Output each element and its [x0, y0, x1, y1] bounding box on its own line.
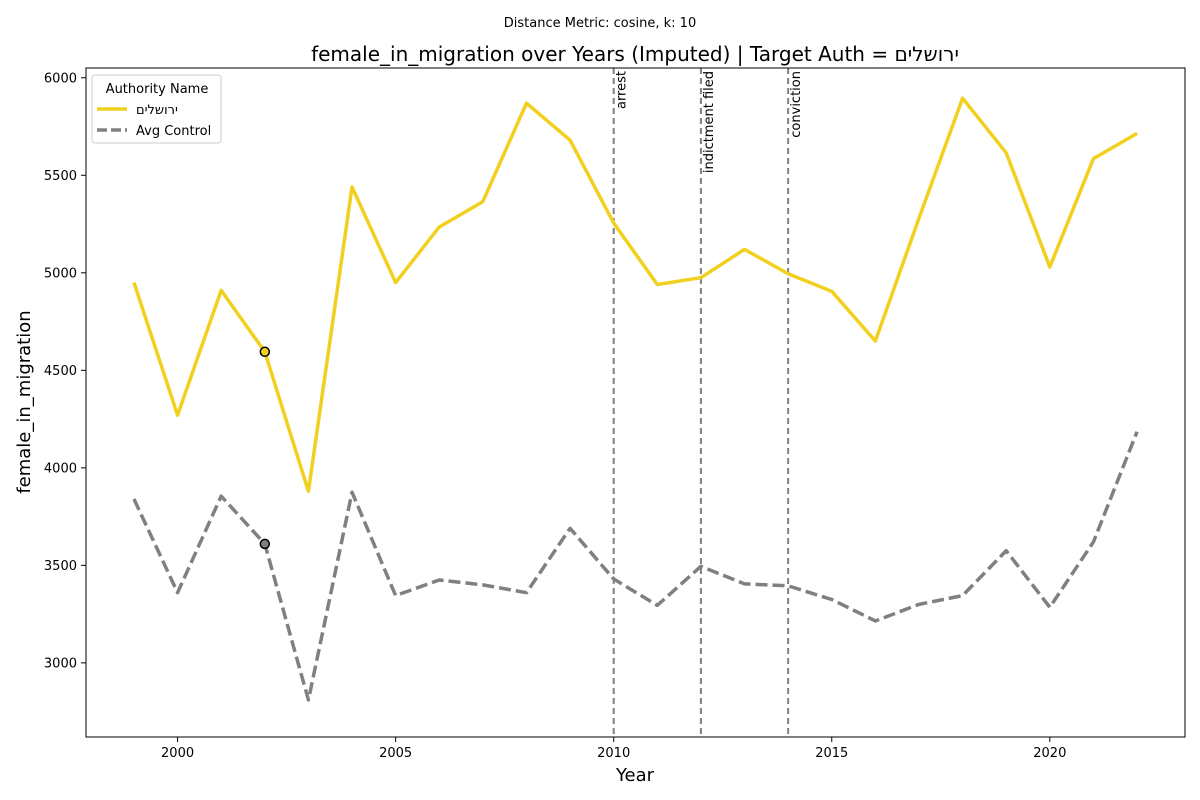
imputed-point-0 — [259, 346, 271, 358]
legend-box — [91, 74, 222, 144]
x-axis: 2000 2005 2010 2015 2020 — [161, 737, 1066, 761]
event-label-0: arrest — [615, 71, 630, 109]
y-axis-label: female_in_migration — [14, 310, 35, 493]
x-axis-label: Year — [615, 765, 655, 786]
imputed-point-1 — [259, 538, 271, 550]
x-tick-label: 2010 — [597, 746, 630, 761]
legend-title: Authority Name — [106, 82, 209, 97]
event-label-1: indictment filed — [702, 71, 717, 173]
series-layer — [132, 96, 1139, 702]
y-tick-label: 4500 — [44, 364, 77, 379]
plot-frame — [85, 67, 1186, 738]
legend-entry-target: ירושלים — [136, 103, 178, 118]
event-lines: arrest indictment filed conviction — [612, 68, 804, 737]
y-tick-label: 6000 — [44, 71, 77, 86]
series-line-control — [132, 431, 1139, 702]
legend: Authority Name ירושלים Avg Control — [91, 74, 222, 144]
x-tick-label: 2005 — [379, 746, 412, 761]
y-tick-label: 3000 — [44, 656, 77, 671]
y-tick-label: 5000 — [44, 266, 77, 281]
event-label-2: conviction — [789, 71, 804, 138]
chart-title: female_in_migration over Years (Imputed)… — [311, 42, 959, 66]
series-line-target — [132, 96, 1138, 493]
legend-entry-control: Avg Control — [136, 124, 211, 139]
y-axis: 3000 3500 4000 4500 5000 5500 6000 — [44, 71, 86, 671]
x-tick-label: 2015 — [815, 746, 848, 761]
y-tick-label: 3500 — [44, 559, 77, 574]
y-tick-label: 5500 — [44, 169, 77, 184]
y-tick-label: 4000 — [44, 461, 77, 476]
chart-subtitle: Distance Metric: cosine, k: 10 — [504, 16, 696, 31]
x-tick-label: 2020 — [1033, 746, 1066, 761]
imputed-markers — [259, 346, 271, 550]
x-tick-label: 2000 — [161, 746, 194, 761]
